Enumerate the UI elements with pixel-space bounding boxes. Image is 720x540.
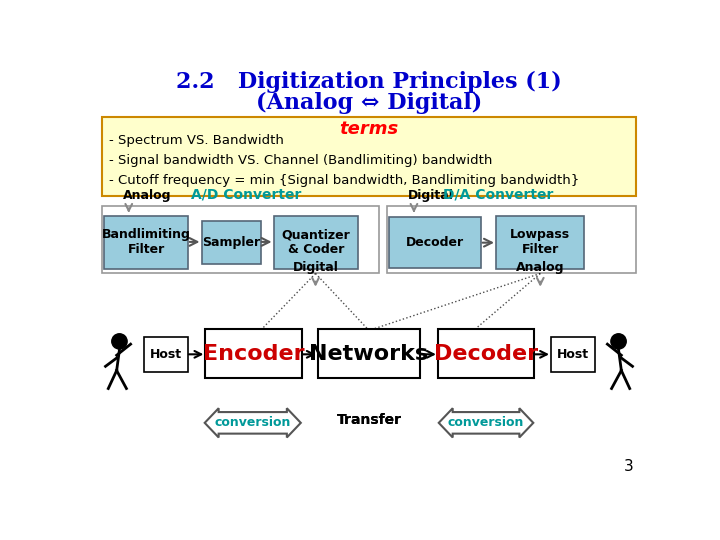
Text: conversion: conversion <box>448 416 524 429</box>
Polygon shape <box>204 408 301 437</box>
FancyBboxPatch shape <box>202 221 261 264</box>
Text: 2.2   Digitization Principles (1): 2.2 Digitization Principles (1) <box>176 71 562 93</box>
Text: 3: 3 <box>624 460 634 475</box>
Text: terms: terms <box>339 120 399 138</box>
FancyBboxPatch shape <box>496 215 585 269</box>
FancyBboxPatch shape <box>205 329 302 378</box>
Text: Decoder: Decoder <box>434 343 538 363</box>
Text: conversion: conversion <box>215 416 291 429</box>
FancyBboxPatch shape <box>144 336 188 372</box>
Text: Decoder: Decoder <box>406 236 464 249</box>
Text: Lowpass
Filter: Lowpass Filter <box>510 228 570 256</box>
Polygon shape <box>438 408 534 437</box>
Text: - Cutoff frequency = min {Signal bandwidth, Bandlimiting bandwidth}: - Cutoff frequency = min {Signal bandwid… <box>109 174 579 187</box>
FancyBboxPatch shape <box>274 215 358 269</box>
Circle shape <box>611 334 626 349</box>
Text: - Spectrum VS. Bandwidth: - Spectrum VS. Bandwidth <box>109 134 284 147</box>
FancyBboxPatch shape <box>102 117 636 195</box>
Text: Networks: Networks <box>310 343 428 363</box>
FancyBboxPatch shape <box>438 329 534 378</box>
FancyBboxPatch shape <box>104 215 189 269</box>
Text: D/A Converter: D/A Converter <box>443 188 553 202</box>
Text: Digital: Digital <box>408 189 454 202</box>
Text: Quantizer
& Coder: Quantizer & Coder <box>282 228 351 256</box>
FancyBboxPatch shape <box>389 217 482 268</box>
Text: Host: Host <box>150 348 182 361</box>
Text: Encoder: Encoder <box>203 343 305 363</box>
Text: Host: Host <box>557 348 589 361</box>
Text: Digital: Digital <box>292 261 338 274</box>
Text: A/D Converter: A/D Converter <box>191 188 301 202</box>
Text: Transfer: Transfer <box>336 413 402 427</box>
FancyBboxPatch shape <box>551 336 595 372</box>
Text: Bandlimiting
Filter: Bandlimiting Filter <box>102 228 191 256</box>
Text: Analog: Analog <box>516 261 564 274</box>
Text: Sampler: Sampler <box>202 236 260 249</box>
Text: (Analog ⇔ Digital): (Analog ⇔ Digital) <box>256 92 482 114</box>
Text: - Signal bandwidth VS. Channel (Bandlimiting) bandwidth: - Signal bandwidth VS. Channel (Bandlimi… <box>109 154 492 167</box>
FancyBboxPatch shape <box>318 329 420 378</box>
Text: Analog: Analog <box>122 189 171 202</box>
Circle shape <box>112 334 127 349</box>
Text: Transfer: Transfer <box>336 413 402 427</box>
